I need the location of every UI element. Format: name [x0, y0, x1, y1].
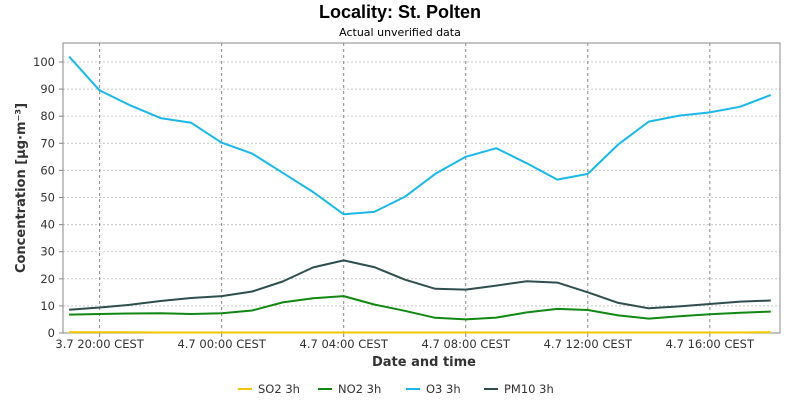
y-tick-label: 30: [40, 245, 55, 259]
series-lines: [68, 55, 772, 334]
legend-item: NO2 3h: [318, 382, 381, 396]
grid: [63, 43, 780, 333]
y-tick-label: 0: [48, 326, 55, 340]
x-tick-label: 3.7 20:00 CEST: [55, 337, 144, 351]
y-tick-label: 50: [40, 190, 55, 204]
x-axis-label: Date and time: [372, 355, 476, 370]
series-line-pm10: [69, 259, 771, 311]
y-tick-label: 90: [40, 82, 55, 96]
x-axis: 3.7 20:00 CEST 4.7 00:00 CEST 4.7 04:00 CE…: [55, 333, 755, 351]
x-tick-label: 4.7 08:00 CEST: [422, 337, 511, 351]
y-tick-label: 60: [40, 163, 55, 177]
x-tick-label: 4.7 00:00 CEST: [177, 337, 266, 351]
legend-label: SO2 3h: [258, 382, 300, 396]
legend-label: PM10 3h: [504, 382, 554, 396]
y-axis: 0 10 20 30 40 50 60 70 80 90 100: [33, 55, 63, 340]
y-tick-label: 40: [40, 218, 55, 232]
x-tick-label: 4.7 12:00 CEST: [544, 337, 633, 351]
legend-label: O3 3h: [426, 382, 461, 396]
legend-item: PM10 3h: [484, 382, 554, 396]
x-tick-label: 4.7 04:00 CEST: [300, 337, 389, 351]
y-tick-label: 100: [33, 55, 55, 69]
chart-subtitle: Actual unverified data: [339, 26, 461, 39]
y-tick-label: 20: [40, 272, 55, 286]
series-line-o3: [68, 55, 772, 216]
chart-title: Locality: St. Polten: [319, 2, 481, 22]
x-tick-label: 4.7 16:00 CEST: [666, 337, 755, 351]
series-line-no2: [69, 295, 771, 321]
plot-frame: [62, 42, 781, 334]
legend-label: NO2 3h: [338, 382, 381, 396]
legend-item: SO2 3h: [238, 382, 300, 396]
y-tick-label: 80: [40, 109, 55, 123]
legend-item: O3 3h: [406, 382, 461, 396]
y-tick-label: 70: [40, 136, 55, 150]
y-axis-label: Concentration [µg·m⁻³]: [14, 103, 29, 273]
y-tick-label: 10: [40, 299, 55, 313]
legend: SO2 3h NO2 3h O3 3h PM10 3h: [238, 382, 554, 396]
